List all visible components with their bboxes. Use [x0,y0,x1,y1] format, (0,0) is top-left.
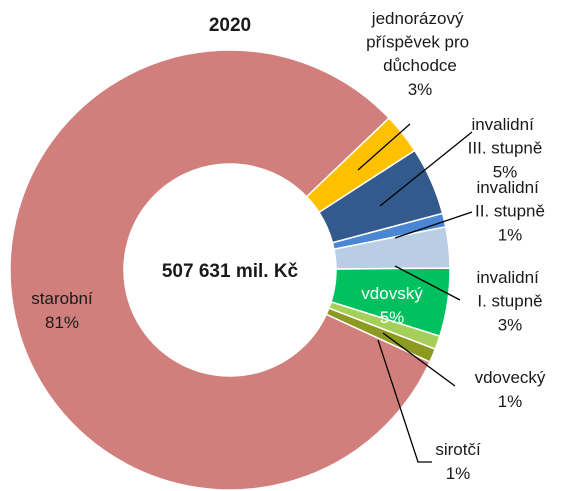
category-label: jednorázový příspěvek pro důchodce [366,9,474,75]
value-label: 3% [498,315,523,334]
value-label: 1% [498,392,523,411]
donut-slice [325,307,437,363]
category-label: starobní [31,289,93,308]
value-label: 5% [380,308,405,327]
category-label: invalidní III. stupně [468,115,543,158]
slices [9,49,451,491]
leader-line [357,123,411,171]
donut-slice [9,49,431,491]
category-label: sirotčí [435,440,481,459]
leader-line [377,339,432,463]
leader-line [394,211,473,239]
leader-line [394,265,461,301]
center-label: 507 631 mil. Kč [162,261,299,282]
value-label: 3% [408,80,433,99]
leader-line [382,332,456,387]
chart-title: 2020 [209,15,251,36]
leader-line [379,131,473,207]
category-label: invalidní I. stupně [476,268,543,311]
value-label: 1% [498,225,523,244]
leaders [357,123,473,463]
category-label: vdovský [361,284,423,303]
value-label: 1% [446,464,471,483]
value-label: 5% [493,162,518,181]
value-label: 81% [45,313,79,332]
category-label: invalidní II. stupně [475,178,545,221]
category-label: vdovecký [475,368,546,387]
